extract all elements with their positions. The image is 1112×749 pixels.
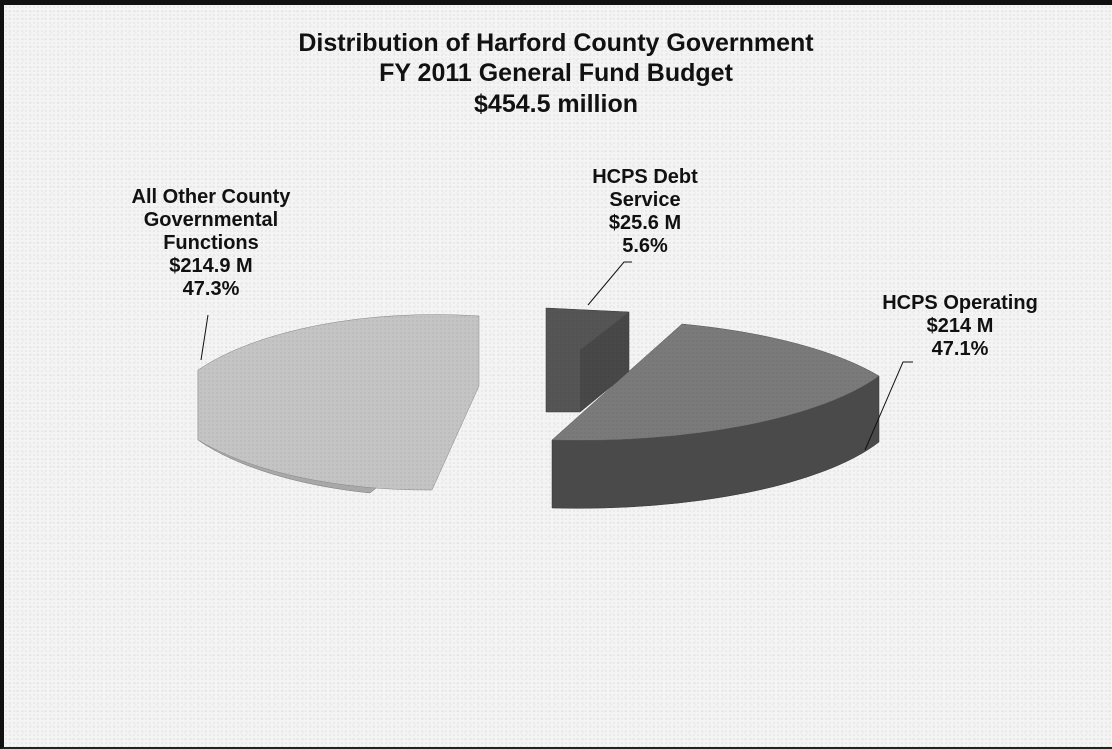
slice-label-line: Functions: [163, 232, 259, 254]
leader-line-hcps-debt: [587, 261, 632, 306]
slice-label-line: Governmental: [143, 209, 279, 231]
slice-amount: $214.9 M: [169, 255, 253, 277]
chart-title: Distribution of Harford County Governmen…: [298, 29, 814, 57]
pie-slice-all-other: [197, 314, 480, 494]
chart-total: $454.5 million: [474, 90, 638, 118]
slice-percent: 5.6%: [622, 235, 668, 257]
slice-label-hcps-operating: HCPS Operating $214 M 47.1%: [850, 292, 1070, 361]
slice-label-line: HCPS Debt: [592, 166, 698, 188]
slice-percent: 47.1%: [931, 338, 989, 360]
slice-label-line: All Other County: [131, 186, 291, 208]
slice-label-line: HCPS Operating: [882, 292, 1038, 314]
slice-amount: $25.6 M: [608, 212, 682, 234]
slice-amount: $214 M: [926, 315, 994, 337]
chart-subtitle: FY 2011 General Fund Budget: [379, 59, 733, 87]
slice-label-all-other: All Other County Governmental Functions …: [96, 186, 326, 301]
slice-percent: 47.3%: [182, 278, 240, 300]
slice-label-hcps-debt: HCPS Debt Service $25.6 M 5.6%: [560, 166, 730, 258]
leader-line-all-other: [200, 314, 209, 361]
slice-label-line: Service: [609, 189, 681, 211]
leader-line-hcps-operating: [864, 361, 913, 451]
pie-slice-hcps-debt: [545, 307, 630, 413]
pie-slice-hcps-operating: [551, 323, 880, 509]
